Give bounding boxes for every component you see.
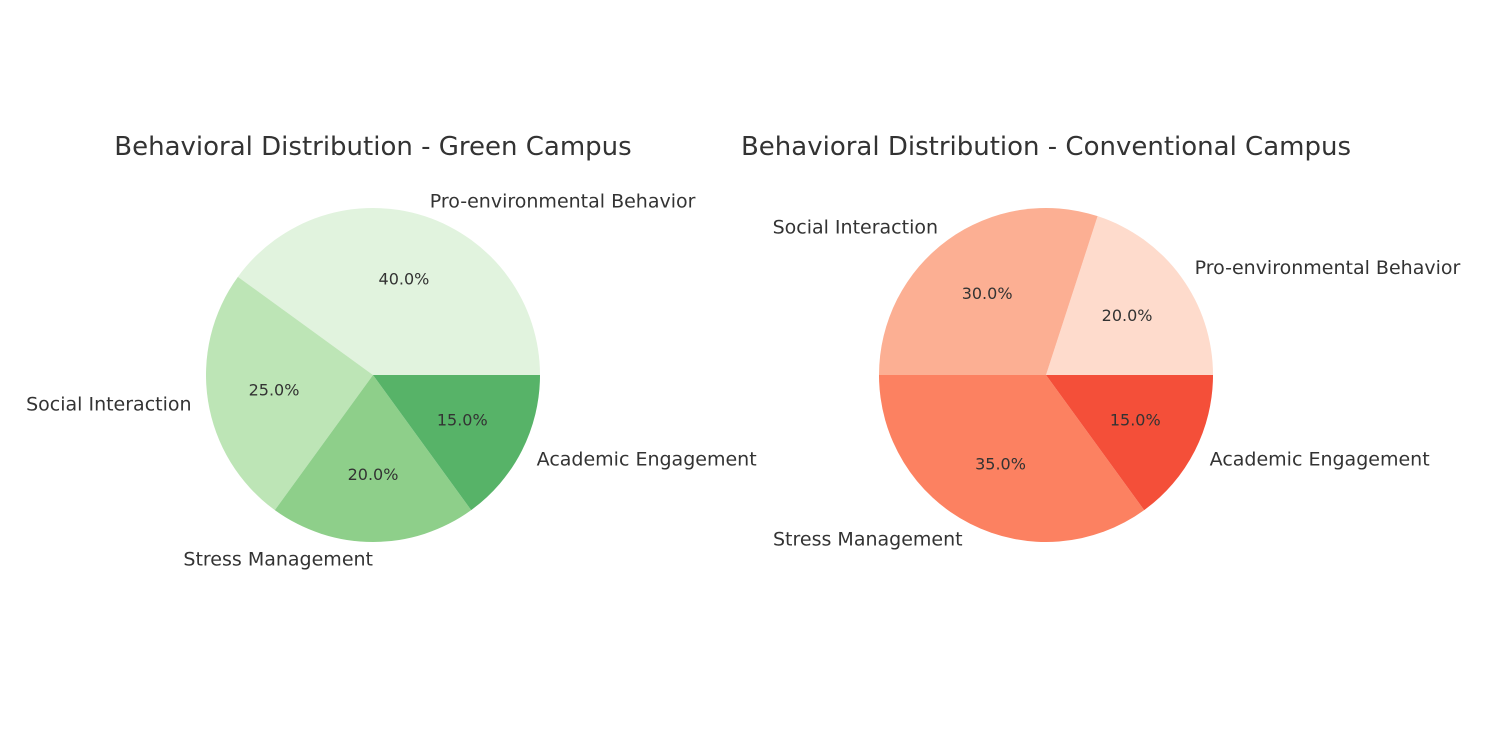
slice-label-academic-engagement: Academic Engagement — [1210, 448, 1430, 470]
pie-chart-conventional-campus: Behavioral Distribution - Conventional C… — [741, 132, 1461, 551]
pie-labels: 40.0% Pro-environmental Behavior 25.0% Soci… — [26, 190, 757, 570]
pie-chart-green-campus: Behavioral Distribution - Green Campus 4… — [26, 132, 757, 571]
pie-slice-pro-environmental-behavior — [1046, 216, 1213, 375]
pie-slices — [206, 207, 541, 543]
slice-label-social-interaction: Social Interaction — [773, 216, 938, 238]
pct-label-pro-environmental-behavior: 40.0% — [379, 270, 430, 289]
pct-label-academic-engagement: 15.0% — [437, 410, 488, 429]
pie-slice-stress-management — [274, 375, 472, 543]
pie-labels: 20.0% Pro-environmental Behavior 30.0% Soci… — [773, 216, 1461, 550]
pct-label-social-interaction: 25.0% — [249, 381, 300, 400]
chart-title: Behavioral Distribution - Green Campus — [114, 132, 631, 162]
pie-slice-academic-engagement — [1046, 375, 1213, 511]
slice-label-pro-environmental-behavior: Pro-environmental Behavior — [1195, 257, 1461, 279]
pct-label-academic-engagement: 15.0% — [1110, 410, 1161, 429]
pie-slice-pro-environmental-behavior — [237, 207, 541, 375]
slice-label-stress-management: Stress Management — [183, 549, 373, 571]
slice-label-academic-engagement: Academic Engagement — [537, 448, 757, 470]
pie-slice-social-interaction — [206, 276, 373, 511]
pct-label-social-interaction: 30.0% — [962, 284, 1013, 303]
slice-label-pro-environmental-behavior: Pro-environmental Behavior — [430, 190, 696, 212]
pct-label-stress-management: 20.0% — [348, 465, 399, 484]
pct-label-stress-management: 35.0% — [975, 454, 1026, 473]
pie-slices — [879, 207, 1213, 543]
pie-slice-stress-management — [879, 375, 1145, 543]
chart-title: Behavioral Distribution - Conventional C… — [741, 132, 1351, 162]
pie-slice-social-interaction — [879, 207, 1098, 375]
slice-label-social-interaction: Social Interaction — [26, 394, 191, 416]
pie-slice-academic-engagement — [373, 375, 540, 511]
slice-label-stress-management: Stress Management — [773, 529, 963, 551]
pct-label-pro-environmental-behavior: 20.0% — [1102, 306, 1153, 325]
